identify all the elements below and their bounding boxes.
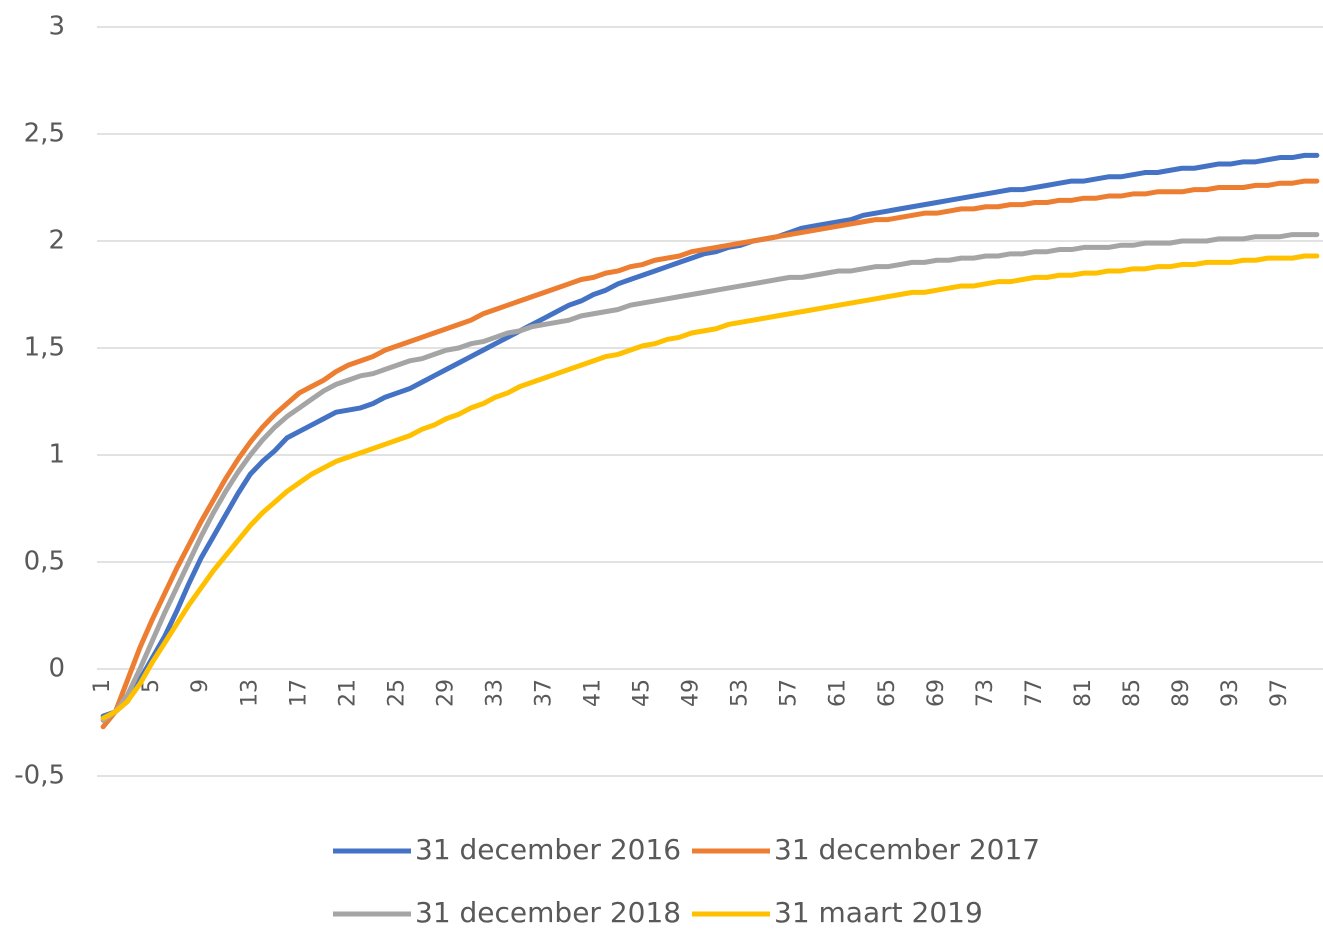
y-tick-label: 1,5 — [24, 333, 65, 363]
x-tick-label: 5 — [139, 679, 164, 693]
x-tick-label: 69 — [924, 679, 949, 707]
legend-label: 31 december 2016 — [415, 833, 681, 866]
y-tick-label: 2,5 — [24, 119, 65, 149]
x-tick-label: 93 — [1218, 679, 1243, 707]
x-tick-label: 37 — [531, 679, 556, 707]
x-tick-label: 9 — [188, 679, 213, 693]
x-tick-label: 89 — [1169, 679, 1194, 707]
y-tick-label: 1 — [48, 440, 65, 470]
x-tick-label: 13 — [237, 679, 262, 707]
x-tick-label: 1 — [90, 679, 115, 693]
x-tick-label: 29 — [433, 679, 458, 707]
x-tick-label: 45 — [630, 679, 655, 707]
x-tick-label: 73 — [973, 679, 998, 707]
legend-label: 31 december 2018 — [415, 896, 681, 929]
x-tick-label: 57 — [777, 679, 802, 707]
x-tick-label: 17 — [286, 679, 311, 707]
y-tick-label: -0,5 — [14, 761, 65, 791]
x-tick-label: 25 — [384, 679, 409, 707]
x-tick-label: 65 — [875, 679, 900, 707]
x-tick-label: 77 — [1022, 679, 1047, 707]
series-line — [100, 253, 1320, 721]
y-tick-label: 3 — [48, 12, 65, 42]
series-line — [100, 232, 1320, 723]
x-tick-label: 21 — [335, 679, 360, 707]
legend-label: 31 december 2017 — [774, 833, 1040, 866]
x-tick-label: 85 — [1120, 679, 1145, 707]
x-tick-label: 53 — [728, 679, 753, 707]
x-tick-label: 97 — [1267, 679, 1292, 707]
x-tick-label: 81 — [1071, 679, 1096, 707]
x-tick-label: 33 — [482, 679, 507, 707]
x-tick-label: 41 — [581, 679, 606, 707]
x-tick-label: 49 — [679, 679, 704, 707]
y-tick-label: 0 — [48, 654, 65, 684]
y-tick-label: 2 — [48, 226, 65, 256]
series-line — [100, 152, 1320, 719]
legend-label: 31 maart 2019 — [774, 896, 983, 929]
series-line — [100, 178, 1320, 730]
y-tick-label: 0,5 — [24, 547, 65, 577]
x-tick-label: 61 — [826, 679, 851, 707]
